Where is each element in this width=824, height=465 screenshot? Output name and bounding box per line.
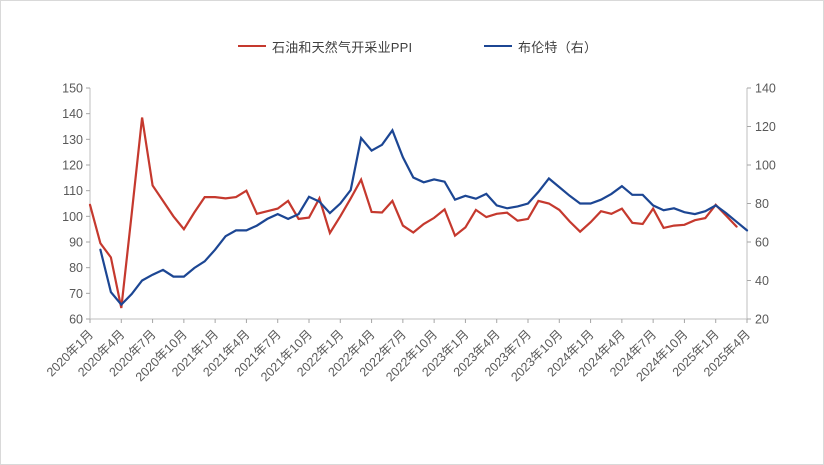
svg-text:70: 70 xyxy=(69,287,83,301)
svg-text:110: 110 xyxy=(63,184,83,198)
legend-item-brent: 布伦特（右） xyxy=(484,37,597,55)
legend-label-brent: 布伦特（右） xyxy=(518,39,598,55)
svg-text:40: 40 xyxy=(755,274,769,288)
svg-text:20: 20 xyxy=(755,313,769,327)
chart-legend: 石油和天然气开采业PPI 布伦特（右） xyxy=(1,37,823,55)
svg-text:100: 100 xyxy=(755,159,776,173)
svg-text:80: 80 xyxy=(69,261,83,275)
svg-text:150: 150 xyxy=(62,82,83,96)
svg-text:100: 100 xyxy=(62,210,83,224)
svg-text:60: 60 xyxy=(755,236,769,250)
legend-item-ppi: 石油和天然气开采业PPI xyxy=(238,37,412,55)
svg-text:90: 90 xyxy=(69,236,83,250)
ppi-line-swatch-icon xyxy=(238,44,266,48)
line-chart: 60 70 80 90 100 110 120 130 140 150 20 40 60 80 100 120… xyxy=(1,61,823,464)
svg-text:120: 120 xyxy=(62,159,83,173)
y-axis-left: 60 70 80 90 100 110 120 130 140 150 xyxy=(62,82,90,327)
ppi-line xyxy=(88,117,738,309)
chart-svg: 60 70 80 90 100 110 120 130 140 150 20 40 60 80 100 120… xyxy=(44,82,776,385)
legend-label-ppi: 石油和天然气开采业PPI xyxy=(272,39,413,55)
y-axis-right: 20 40 60 80 100 120 140 xyxy=(747,82,776,327)
x-axis-labels: 2020年1月2020年4月2020年7月2020年10月2021年1月2021… xyxy=(44,319,753,384)
svg-text:80: 80 xyxy=(755,197,769,211)
svg-text:120: 120 xyxy=(755,120,776,134)
brent-line-swatch-icon xyxy=(484,44,512,48)
svg-text:140: 140 xyxy=(62,107,83,121)
svg-text:130: 130 xyxy=(62,133,83,147)
svg-text:60: 60 xyxy=(69,313,83,327)
svg-text:140: 140 xyxy=(755,82,776,96)
axes xyxy=(89,88,748,320)
brent-line xyxy=(99,128,749,307)
